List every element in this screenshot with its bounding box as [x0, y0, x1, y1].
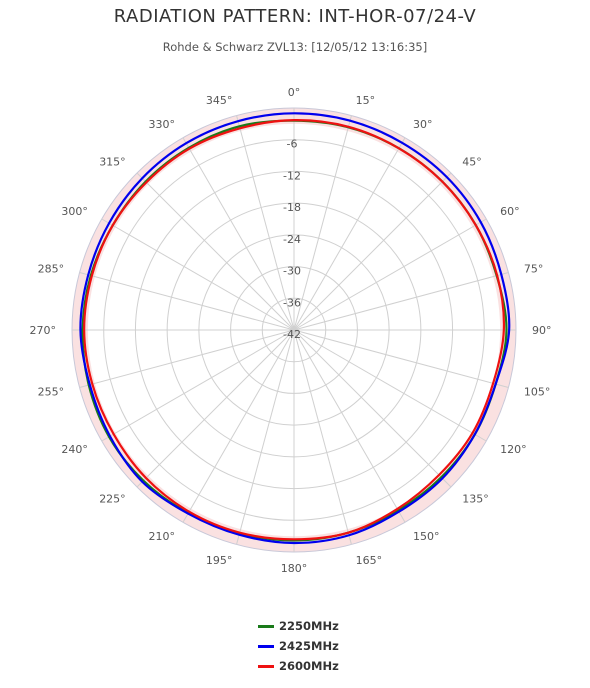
legend-swatch — [258, 624, 274, 628]
legend-swatch — [258, 644, 274, 648]
grid-spoke — [79, 272, 295, 331]
angle-tick-label: 180° — [281, 562, 308, 575]
angle-tick-label: 225° — [99, 492, 126, 505]
angle-tick-label: 60° — [500, 205, 519, 218]
angle-tick-label: 285° — [38, 262, 65, 275]
grid-spoke — [293, 218, 487, 331]
angle-tick-label: 210° — [149, 530, 176, 543]
legend: 2250MHz 2425MHz 2600MHz — [258, 616, 339, 676]
grid-spoke — [293, 329, 352, 545]
angle-tick-label: 30° — [413, 118, 433, 131]
angle-tick-label: 195° — [206, 554, 233, 567]
grid-spoke — [236, 115, 295, 331]
radial-tick-label: -42 — [283, 328, 301, 341]
legend-item[interactable]: 2250MHz — [258, 616, 339, 636]
angle-tick-label: 270° — [30, 324, 57, 337]
grid-spoke — [136, 172, 295, 331]
angle-tick-label: 45° — [462, 156, 482, 169]
angle-tick-label: 300° — [61, 205, 88, 218]
grid-spoke — [182, 329, 295, 523]
polar-grid — [71, 107, 517, 553]
radial-tick-label: -12 — [283, 169, 301, 182]
angle-tick-label: 315° — [99, 156, 126, 169]
chart-subtitle: Rohde & Schwarz ZVL13: [12/05/12 13:16:3… — [162, 40, 428, 54]
legend-label: 2250MHz — [279, 619, 339, 633]
radial-tick-label: -36 — [283, 296, 301, 309]
angle-tick-label: 165° — [356, 554, 383, 567]
grid-spoke — [293, 329, 406, 523]
radial-tick-label: -6 — [287, 138, 298, 151]
grid-spoke — [293, 329, 509, 388]
grid-spoke — [293, 329, 452, 488]
angle-tick-label: 345° — [206, 94, 233, 107]
grid-spoke — [293, 115, 352, 331]
grid-spoke — [293, 272, 509, 331]
grid-spoke — [136, 329, 295, 488]
angle-tick-label: 240° — [61, 443, 88, 456]
legend-item[interactable]: 2600MHz — [258, 656, 339, 676]
grid-spoke — [236, 329, 295, 545]
grid-spoke — [101, 218, 295, 331]
grid-spoke — [79, 329, 295, 388]
series-lines — [79, 112, 511, 545]
grid-spoke — [293, 329, 487, 442]
angle-tick-label: 255° — [38, 386, 65, 399]
legend-label: 2600MHz — [279, 659, 339, 673]
grid-spoke — [293, 137, 406, 331]
angle-tick-label: 150° — [413, 530, 440, 543]
grid-spoke — [293, 172, 452, 331]
grid-spoke — [182, 137, 295, 331]
legend-label: 2425MHz — [279, 639, 339, 653]
angle-tick-label: 135° — [462, 492, 489, 505]
angle-tick-label: 90° — [532, 324, 552, 337]
radial-tick-label: -30 — [283, 265, 301, 278]
legend-swatch — [258, 664, 274, 668]
legend-item[interactable]: 2425MHz — [258, 636, 339, 656]
grid-spoke — [101, 329, 295, 442]
radial-tick-label: -24 — [283, 233, 301, 246]
chart-title: RADIATION PATTERN: INT-HOR-07/24-V — [113, 6, 477, 27]
series-line-2600mhz — [83, 119, 506, 541]
angle-tick-label: 75° — [524, 262, 544, 275]
radial-tick-label: -18 — [283, 201, 301, 214]
tick-labels: 0° 15° 30° 45° 60° 75° 90° 105° 120° 135° 150° 165°… — [30, 86, 552, 575]
angle-tick-label: 120° — [500, 443, 526, 456]
angle-tick-label: 0° — [288, 86, 301, 99]
series-line-2425mhz — [79, 112, 511, 545]
angle-tick-label: 105° — [524, 386, 551, 399]
angle-tick-label: 330° — [149, 118, 176, 131]
angle-tick-label: 15° — [356, 94, 376, 107]
